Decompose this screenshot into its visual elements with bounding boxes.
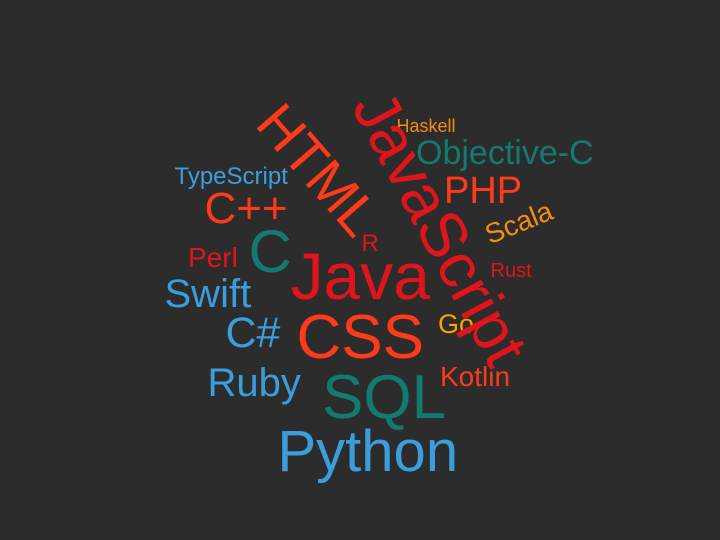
word-typescript: TypeScript [174, 163, 288, 190]
word-r: R [361, 230, 379, 257]
word-go: Go [438, 308, 475, 339]
word-python: Python [277, 419, 459, 484]
word-perl: Perl [188, 242, 238, 273]
word-ruby: Ruby [207, 361, 301, 405]
word-c: C [248, 218, 292, 285]
word-css: CSS [296, 303, 424, 372]
word-kotlin: Kotlin [440, 361, 511, 392]
word-objective-c: Objective-C [416, 134, 594, 172]
word-cpp: C++ [204, 184, 288, 233]
word-rust: Rust [490, 260, 532, 282]
word-csharp: C# [225, 308, 281, 357]
word-sql: SQL [322, 363, 447, 432]
word-java: Java [290, 239, 430, 313]
word-swift: Swift [164, 272, 252, 316]
word-haskell: Haskell [396, 116, 456, 136]
word-php: PHP [444, 170, 523, 212]
